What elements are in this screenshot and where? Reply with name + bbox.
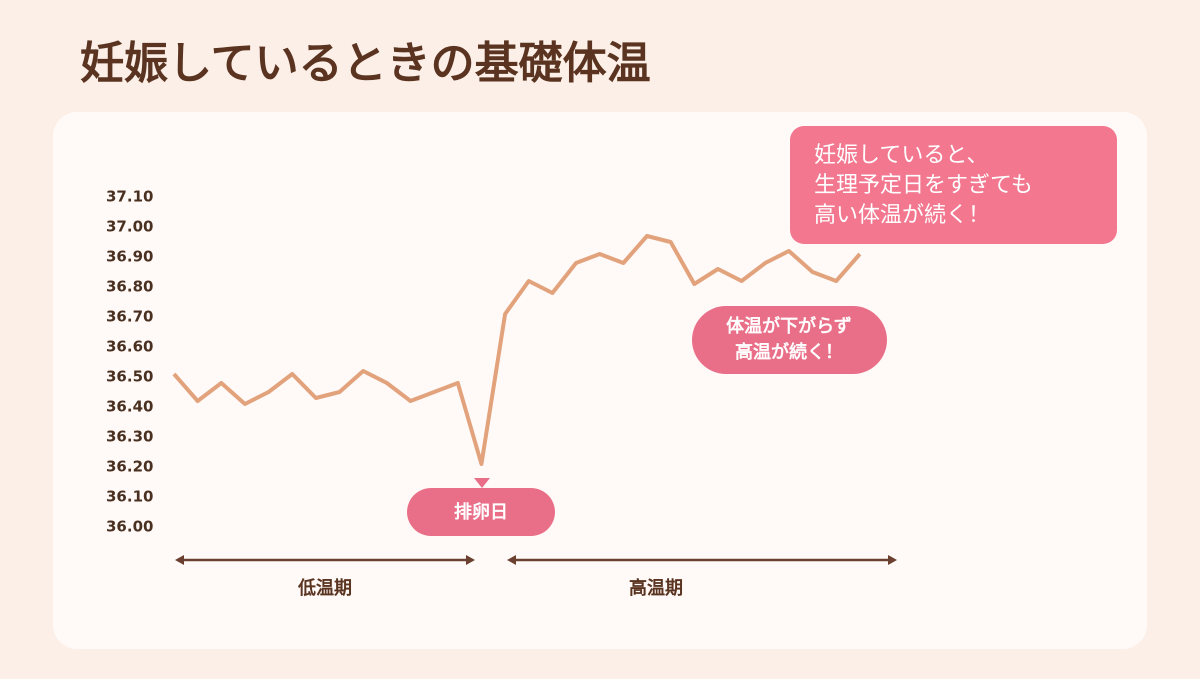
callout-text: 体温が下がらず (726, 315, 852, 337)
y-tick-label: 37.00 (106, 218, 153, 236)
callout-box (692, 306, 887, 374)
period-label: 低温期 (297, 577, 352, 599)
y-tick-label: 36.50 (106, 368, 153, 386)
callout-box (790, 126, 1117, 244)
chart-title: 妊娠しているときの基礎体温 (80, 38, 651, 89)
y-tick-label: 36.10 (106, 488, 153, 506)
y-tick-label: 36.00 (106, 518, 153, 536)
label-box (407, 488, 555, 536)
y-tick-label: 36.70 (106, 308, 153, 326)
y-tick-label: 36.40 (106, 398, 153, 416)
y-tick-label: 37.10 (106, 188, 153, 206)
callout-text: 生理予定日をすぎても (814, 173, 1033, 198)
period-arrows (175, 555, 897, 565)
line (172, 234, 862, 466)
period-label: 高温期 (629, 577, 683, 599)
y-tick-label: 36.20 (106, 458, 153, 476)
y-tick-label: 36.30 (106, 428, 153, 446)
callout-text: 高い体温が続く！ (814, 203, 990, 228)
callout-text: 高温が続く！ (735, 341, 843, 363)
y-tick-label: 36.80 (106, 278, 153, 296)
pointer (474, 478, 490, 488)
y-tick-label: 36.60 (106, 338, 153, 356)
card (53, 112, 1147, 649)
ovulation-label: 排卵日 (454, 501, 508, 523)
y-tick-label: 36.90 (106, 248, 153, 266)
callout-text: 妊娠していると、 (814, 143, 988, 168)
